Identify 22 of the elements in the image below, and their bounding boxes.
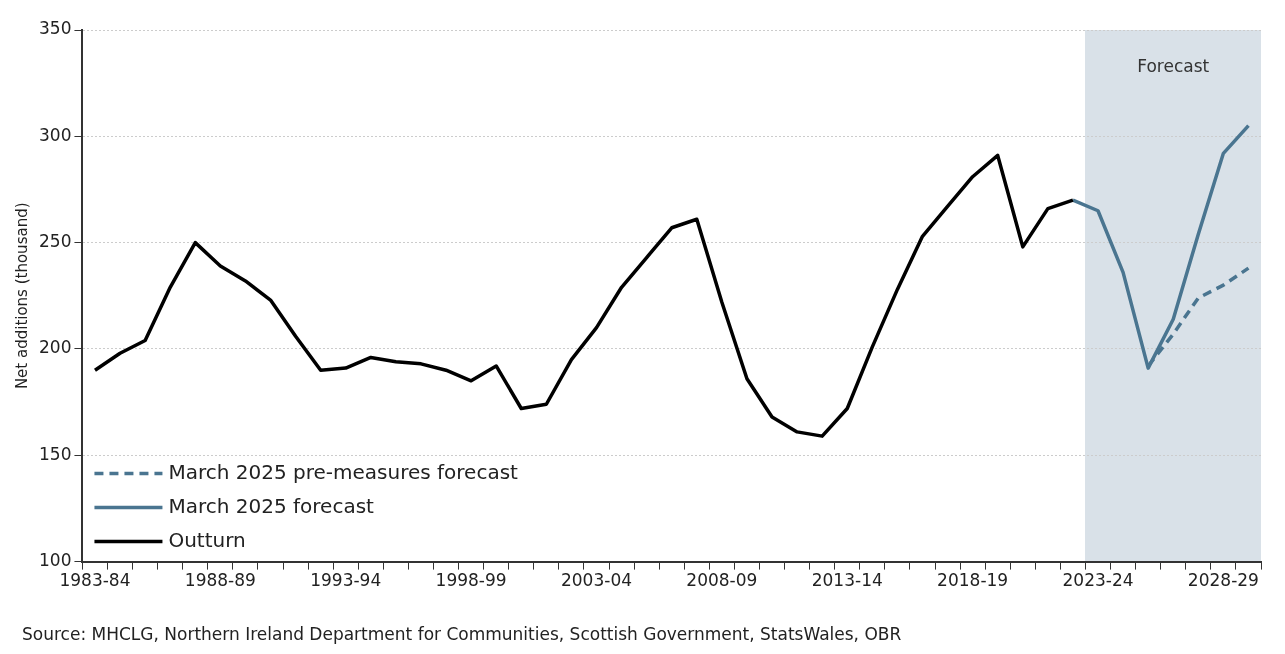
legend-label: March 2025 forecast	[168, 493, 375, 518]
x-tick-label: 2008-09	[686, 570, 758, 591]
x-tick-label: 1988-89	[184, 570, 256, 591]
y-tick-label: 200	[38, 337, 72, 358]
y-tick-label: 300	[38, 124, 72, 145]
source-note: Source: MHCLG, Northern Ireland Department for Communities, Scottish Government, StatsWales, OBR	[22, 624, 902, 645]
x-tick-label: 2023-24	[1062, 570, 1134, 591]
x-tick-label: 2013-14	[811, 570, 883, 591]
x-tick-label: 1998-99	[435, 570, 507, 591]
x-tick-label: 1993-94	[310, 570, 382, 591]
y-tick-label: 250	[38, 231, 72, 252]
y-tick-label: 350	[38, 18, 72, 39]
annotation: Forecast	[1136, 56, 1211, 76]
y-tick-label: 100	[38, 550, 72, 571]
x-tick-label: 2003-04	[560, 570, 633, 591]
y-tick-label: 150	[38, 443, 72, 464]
legend-label: Outturn	[168, 527, 246, 552]
x-tick-label: 2028-29	[1187, 570, 1259, 591]
x-tick-label: 2018-19	[937, 570, 1009, 591]
y-axis-title: Net additions (thousand)	[12, 202, 31, 390]
x-tick-label: 1983-84	[59, 570, 131, 591]
legend-label: March 2025 pre-measures forecast	[168, 459, 519, 484]
